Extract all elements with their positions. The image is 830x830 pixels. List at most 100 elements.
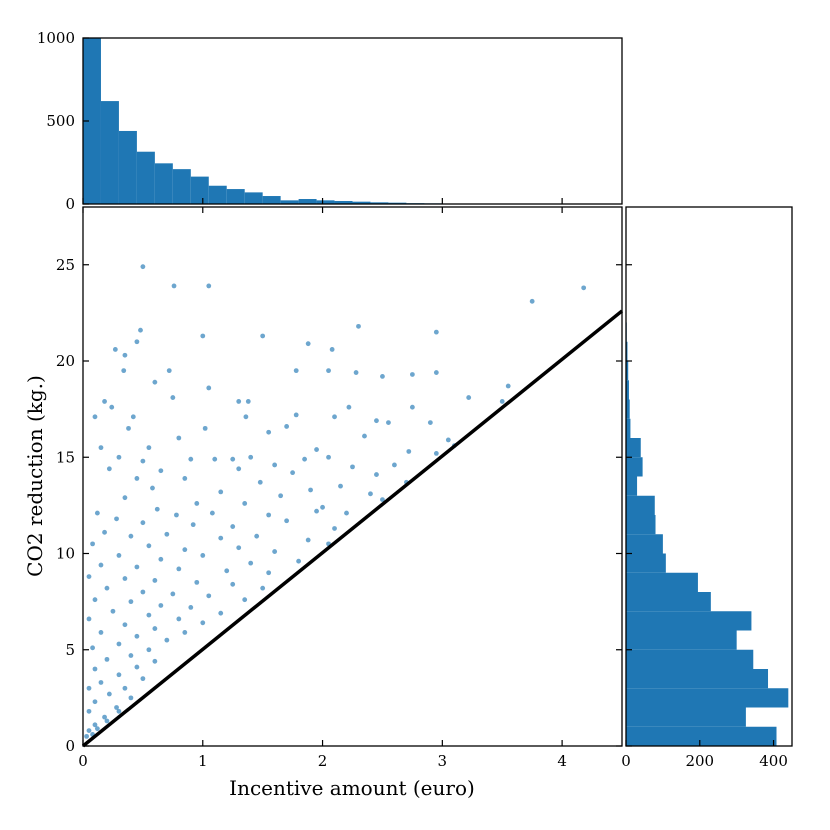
data-point xyxy=(150,485,155,491)
data-point xyxy=(206,593,212,599)
data-point xyxy=(332,526,337,531)
data-point xyxy=(158,603,164,608)
top-y-tick-label: 1000 xyxy=(37,29,75,47)
data-point xyxy=(206,385,212,391)
x-tick-label: 4 xyxy=(557,752,567,770)
right-x-tick-label: 200 xyxy=(685,752,714,770)
data-point xyxy=(94,510,100,516)
data-point xyxy=(362,433,367,439)
data-point xyxy=(243,414,249,420)
data-point xyxy=(529,298,535,304)
data-point xyxy=(293,368,299,374)
data-point xyxy=(230,524,236,529)
data-point xyxy=(122,495,128,501)
data-point xyxy=(126,425,131,431)
data-point xyxy=(206,283,212,289)
data-point xyxy=(86,616,92,622)
data-point xyxy=(344,510,349,516)
histogram-bar xyxy=(298,199,317,204)
right-histogram-frame xyxy=(625,206,793,747)
data-point xyxy=(314,508,319,514)
data-point xyxy=(329,347,335,352)
data-point xyxy=(164,531,170,537)
y-tick-label: 5 xyxy=(65,641,75,659)
reference-line xyxy=(81,309,624,748)
histogram-bar xyxy=(388,202,407,204)
data-point xyxy=(224,568,230,574)
data-point xyxy=(170,395,176,400)
histogram-bar xyxy=(626,611,752,631)
data-point xyxy=(152,379,158,385)
data-point xyxy=(128,599,134,605)
x-ticks: 0 1 2 3 4 xyxy=(78,207,567,770)
x-tick-label: 0 xyxy=(78,752,88,770)
x-tick-label: 1 xyxy=(198,752,208,770)
y-axis-label: CO2 reduction (kg.) xyxy=(23,375,47,577)
data-point xyxy=(134,564,140,570)
histogram-bar xyxy=(370,202,389,204)
data-point xyxy=(90,541,95,547)
data-point xyxy=(406,449,412,454)
data-point xyxy=(260,585,266,591)
data-point xyxy=(140,458,146,464)
data-point xyxy=(134,339,140,345)
histogram-bar xyxy=(626,418,631,438)
histogram-bar xyxy=(172,169,191,204)
data-point xyxy=(466,395,472,400)
histogram-bar xyxy=(626,726,777,746)
y-tick-label: 25 xyxy=(56,256,75,274)
data-point xyxy=(109,404,115,410)
data-point xyxy=(302,456,307,462)
data-point xyxy=(86,574,92,579)
histogram-bar xyxy=(626,649,754,669)
data-point xyxy=(218,535,224,541)
data-point xyxy=(194,579,200,585)
top-y-tick-label: 0 xyxy=(65,195,75,213)
histogram-bar xyxy=(626,341,628,361)
data-point xyxy=(427,420,433,425)
data-point xyxy=(257,479,263,485)
data-point xyxy=(284,518,290,524)
histogram-bar xyxy=(626,457,643,477)
data-point xyxy=(445,437,451,443)
data-point xyxy=(170,591,176,597)
data-point xyxy=(433,370,439,375)
data-point xyxy=(260,333,266,339)
data-point xyxy=(110,608,116,614)
data-point xyxy=(433,451,439,456)
data-point xyxy=(164,637,170,643)
histogram-bar xyxy=(626,476,638,496)
data-point xyxy=(146,612,152,618)
data-point xyxy=(98,445,104,451)
histogram-bar xyxy=(118,130,137,204)
data-point xyxy=(314,447,319,452)
histogram-bar xyxy=(626,534,663,554)
data-point xyxy=(92,722,98,728)
data-point xyxy=(134,664,140,670)
data-point xyxy=(154,506,160,512)
data-point xyxy=(380,497,385,502)
data-point xyxy=(308,487,313,493)
data-point xyxy=(505,383,511,389)
right-histogram-bars xyxy=(626,322,789,746)
data-point xyxy=(114,705,119,710)
histogram-bar xyxy=(626,553,666,573)
data-point xyxy=(409,372,415,377)
data-point xyxy=(368,491,373,497)
right-x-tick-label: 400 xyxy=(759,752,788,770)
data-point xyxy=(326,368,331,374)
data-point xyxy=(140,520,146,526)
data-point xyxy=(176,616,182,622)
data-point xyxy=(98,680,104,685)
data-point xyxy=(98,562,104,568)
data-point xyxy=(104,656,110,662)
histogram-bar xyxy=(626,592,711,612)
data-point xyxy=(374,418,379,424)
data-point xyxy=(116,708,122,714)
y-tick-label: 20 xyxy=(56,352,75,370)
data-point xyxy=(266,512,272,518)
data-point xyxy=(236,399,242,404)
data-point xyxy=(245,399,251,404)
data-point xyxy=(499,399,505,404)
